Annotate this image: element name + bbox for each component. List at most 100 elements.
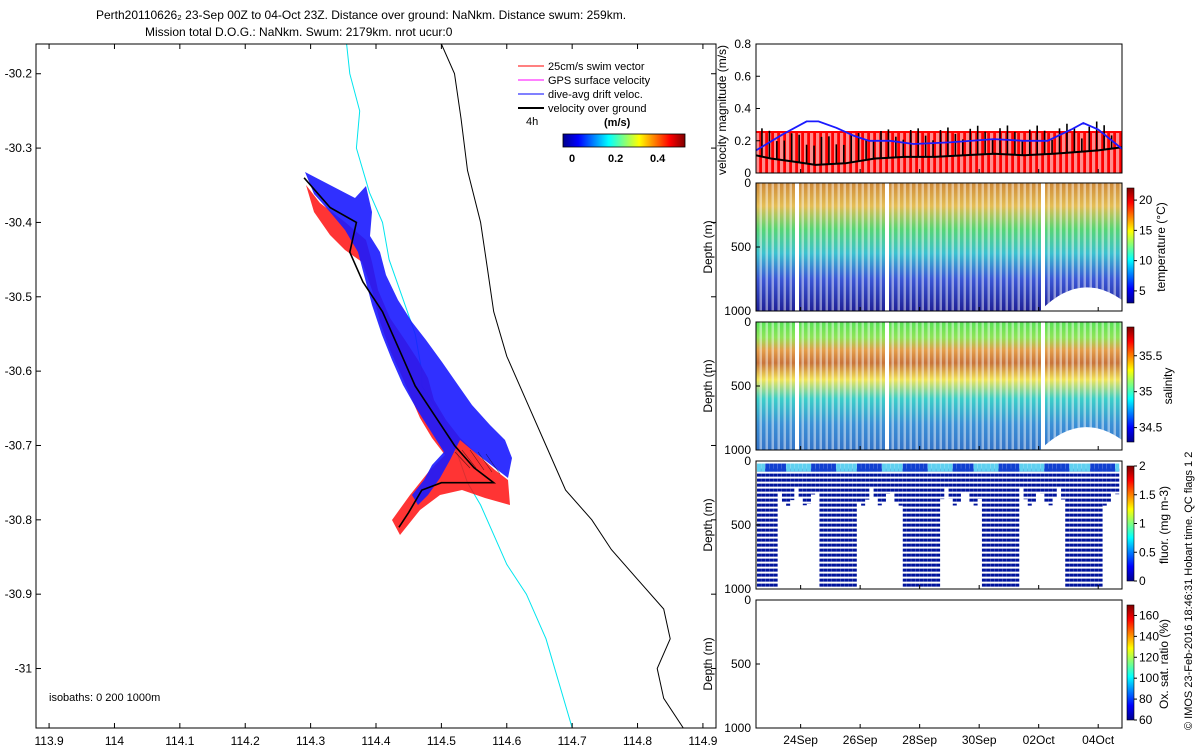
salinity-colorbar-label: salinity — [1161, 368, 1175, 405]
map-x-tick-label: 113.9 — [35, 734, 64, 748]
fluorescence-surface-dot — [1040, 463, 1045, 472]
fluorescence-surface-dot — [856, 463, 861, 472]
map-x-ticks: 113.9 114 114.1 114.2 114.3 114.4 114.5 114.6 11… — [35, 44, 718, 748]
fluorescence-surface-dot — [1011, 463, 1016, 472]
fluorescence-surface-dot — [1015, 463, 1020, 472]
drift-speed-line — [755, 120, 1123, 152]
fluorescence-surface-dot — [1086, 463, 1091, 472]
fluorescence-surface-dot — [790, 463, 795, 472]
fluorescence-surface-dot — [806, 463, 811, 472]
fluorescence-surface-dot — [1006, 463, 1011, 472]
velocity-y-tick-label: 0.8 — [734, 37, 751, 51]
salinity-colorbar — [1126, 326, 1135, 443]
colorbar-tick-label: 35.5 — [1139, 349, 1163, 363]
map-y-tick-label: -30.7 — [5, 438, 33, 452]
fluorescence-surface-dot — [986, 463, 991, 472]
salinity-ylabel: Depth (m) — [701, 359, 715, 412]
colorbar-tick-label: 0.5 — [1139, 545, 1156, 559]
fluorescence-surface-dot — [981, 463, 986, 472]
map-x-tick-label: 114.2 — [231, 734, 260, 748]
fluorescence-surface-dot — [894, 463, 899, 472]
fluorescence-surface-dot — [823, 463, 828, 472]
fluorescence-surface-dot — [811, 463, 816, 472]
depth-tick-label: 1000 — [724, 304, 751, 318]
colorbar-tick-1: 0.2 — [608, 153, 623, 165]
colorbar-tick-label: 120 — [1139, 650, 1159, 664]
oxygen-colorbar-label: Ox. sat. ratio (%) — [1157, 619, 1171, 709]
colorbar-tick-2: 0.4 — [650, 153, 666, 165]
depth-tick-label: 500 — [731, 518, 751, 532]
map-y-tick-label: -30.4 — [5, 215, 33, 229]
depth-tick-label: 1000 — [724, 582, 751, 596]
fluorescence-surface-dot — [840, 463, 845, 472]
velocity-y-tick-label: 0 — [744, 166, 751, 180]
colorbar-tick-label: 1.5 — [1139, 488, 1156, 502]
fluorescence-surface-dot — [915, 463, 920, 472]
fluorescence-surface-dot — [961, 463, 966, 472]
fluorescence-surface-dot — [794, 463, 799, 472]
salinity-gap-2 — [885, 322, 889, 450]
fluorescence-surface-dot — [1115, 463, 1120, 472]
drift-vector-band — [305, 172, 512, 505]
map-y-tick-label: -30.2 — [5, 67, 33, 81]
map-x-tick-label: 114.5 — [427, 734, 456, 748]
fluorescence-surface-dot — [1044, 463, 1049, 472]
map-x-tick-label: 114 — [105, 734, 124, 748]
map-y-tick-label: -30.8 — [5, 513, 33, 527]
map-y-tick-label: -30.9 — [5, 587, 33, 601]
fluorescence-surface-dot — [1048, 463, 1053, 472]
fluorescence-surface-dot — [1027, 463, 1032, 472]
temperature-depth-ticks: 0 500 1000 — [724, 176, 760, 318]
fluorescence-surface-dot — [1065, 463, 1070, 472]
colorbar-tick-label: 35 — [1139, 385, 1153, 399]
fluorescence-surface-dot — [973, 463, 978, 472]
velocity-panel: 0 0.2 0.4 0.6 0.8 velocity magnitude (m/s) — [715, 37, 1123, 180]
legend-drift-label: dive-avg drift veloc. — [548, 89, 643, 101]
colorbar-tick-label: 10 — [1139, 254, 1153, 268]
fluorescence-surface-dot — [940, 463, 945, 472]
map-x-tick-label: 114.1 — [165, 734, 194, 748]
fluorescence-surface-dot — [1081, 463, 1086, 472]
fluorescence-surface-dot — [765, 463, 770, 472]
fluorescence-ylabel: Depth (m) — [701, 498, 715, 551]
date-tick-label: 30Sep — [962, 733, 997, 747]
legend-ground-label: velocity over ground — [548, 103, 646, 115]
fluorescence-surface-dot — [819, 463, 824, 472]
salinity-colorbar-ticks: 34.5 35 35.5 — [1134, 349, 1163, 435]
fluorescence-surface-dot — [998, 463, 1003, 472]
fluorescence-surface-dot — [1069, 463, 1074, 472]
fluorescence-surface-dot — [761, 463, 766, 472]
colorbar-tick-label: 20 — [1139, 193, 1153, 207]
fluorescence-colorbar — [1126, 465, 1135, 582]
map-y-tick-label: -30.5 — [5, 290, 33, 304]
fluorescence-surface-dot — [1073, 463, 1078, 472]
colorbar-tick-label: 100 — [1139, 671, 1159, 685]
oxygen-depth-ticks: 0 500 1000 — [724, 593, 760, 735]
salinity-panel: 0 500 1000 Depth (m) 34.5 35 35.5 salinity — [701, 315, 1175, 457]
oxygen-colorbar-ticks: 60 80 100 120 140 160 — [1134, 608, 1159, 727]
fluorescence-surface-dot — [873, 463, 878, 472]
fluorescence-surface-dot — [952, 463, 957, 472]
fluorescence-surface-dot — [777, 463, 782, 472]
fluorescence-surface-dot — [1036, 463, 1041, 472]
depth-tick-label: 500 — [731, 240, 751, 254]
fluorescence-surface-dot — [769, 463, 774, 472]
depth-tick-label: 1000 — [724, 443, 751, 457]
header-line2: Mission total D.O.G.: NaNkm. Swum: 2179k… — [145, 25, 453, 39]
fluorescence-surface-dot — [802, 463, 807, 472]
depth-tick-label: 0 — [744, 593, 751, 607]
colorbar-tick-label: 5 — [1139, 284, 1146, 298]
fluorescence-surface-dot — [1061, 463, 1066, 472]
fluorescence-surface-dot — [927, 463, 932, 472]
salinity-gap-3 — [1041, 322, 1045, 450]
fluorescence-surface-dot — [877, 463, 882, 472]
fluorescence-surface-dot — [919, 463, 924, 472]
map-y-ticks: -30.2 -30.3 -30.4 -30.5 -30.6 -30.7 -30.8 -30.9… — [5, 67, 716, 676]
date-x-ticks: 24Sep 26Sep 28Sep 30Sep 02Oct 04Oct — [783, 169, 1115, 747]
oxygen-axes-box — [755, 599, 1123, 729]
salinity-gap-1 — [795, 322, 799, 450]
fluorescence-surface-dot — [906, 463, 911, 472]
colorbar-tick-label: 80 — [1139, 692, 1153, 706]
fluorescence-surface-dot — [827, 463, 832, 472]
depth-tick-label: 1000 — [724, 721, 751, 735]
